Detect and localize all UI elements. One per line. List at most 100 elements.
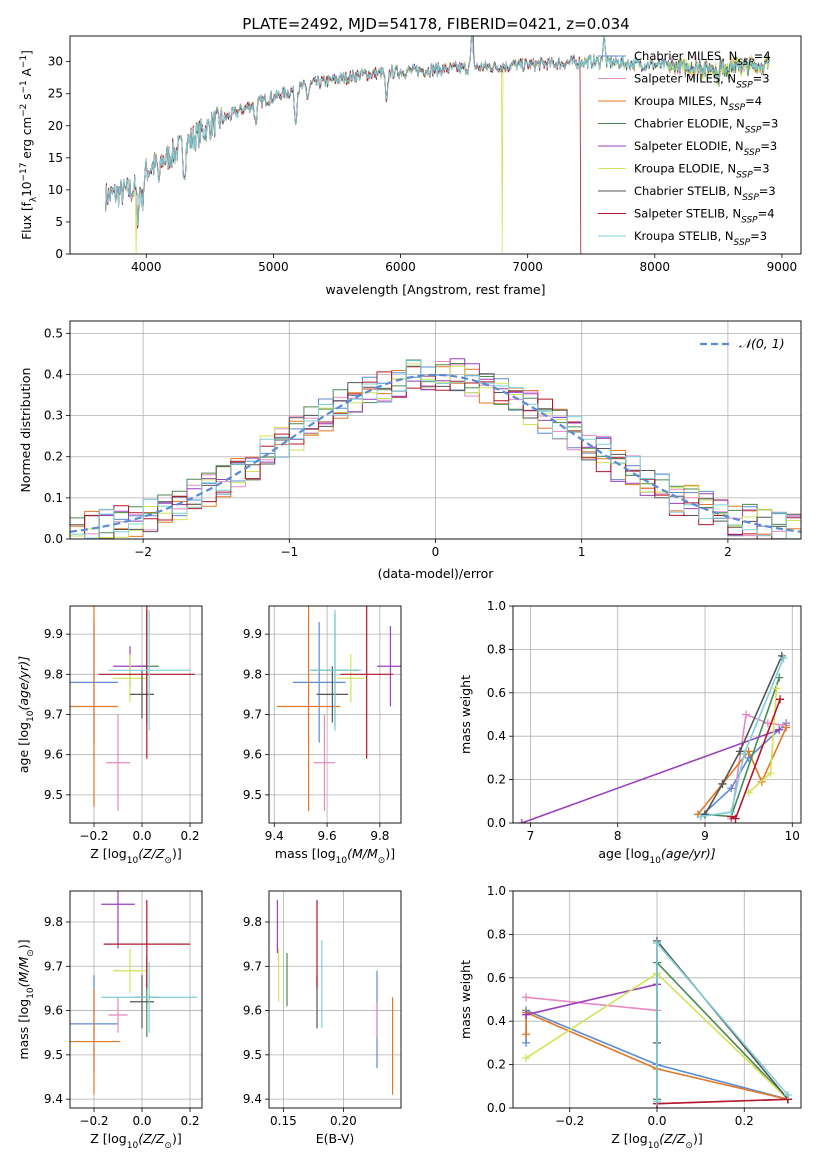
mass-ebv-ytick-label: 9.6	[243, 1004, 262, 1018]
weight-age-marker	[731, 814, 740, 823]
hist-ytick-label: 0.2	[44, 450, 63, 464]
mass-z-ylabel: mass [log10(M/M⊙)]	[16, 939, 36, 1059]
weight-age-marker	[701, 810, 709, 819]
age-z-xlabel: Z [log10(Z/Z⊙)]	[90, 846, 181, 866]
age-z-xlabel-part: )]	[172, 846, 182, 861]
age-z-ytick-label: 9.9	[44, 627, 63, 641]
legend-label-part: Chabrier MILES, N	[634, 49, 737, 63]
legend-label-part: SSP	[742, 193, 759, 203]
mass-z-xlabel-part: )]	[172, 1131, 182, 1146]
mass-z-xlabel-part: (Z/Z	[138, 1131, 165, 1146]
weight-age-line	[730, 713, 787, 819]
mass-z-xlabel-part: ⊙	[164, 1141, 172, 1151]
mass-ebv-plot-area	[276, 899, 394, 1095]
weight-age-ytick-label: 0.6	[487, 686, 506, 700]
age-z-ytick-label: 9.8	[44, 667, 63, 681]
age-z-ytick-label: 9.6	[44, 748, 63, 762]
age-mass-xlabel-part: ⊙	[378, 856, 386, 866]
spectrum-xtick-label: 7000	[512, 260, 543, 274]
age-mass-xtick-label: 9.4	[265, 829, 284, 843]
spectrum-ylabel-part: −2	[19, 104, 29, 117]
age-z-xlabel-part: (Z/Z	[138, 846, 165, 861]
legend-label-part: SSP	[729, 103, 746, 113]
weight-z-line	[656, 960, 789, 1100]
spectrum-ytick-label: 30	[48, 55, 63, 69]
weight-age-xtick-label: 8	[614, 829, 622, 843]
spectrum-ytick-label: 0	[55, 247, 63, 261]
age-mass-panel: 9.4 9.6 9.8 9.5 9.6 9.7 9.8 9.9 mass [log10(M/M⊙…	[243, 605, 402, 866]
weight-z-ytick-label: 0.8	[487, 927, 506, 941]
weight-z-ytick-label: 0.2	[487, 1058, 506, 1072]
weight-age-frame	[512, 605, 802, 824]
weight-age-marker	[779, 654, 788, 663]
spectrum-ylabel-part: −17	[19, 163, 29, 182]
legend-label-part: =3	[750, 229, 767, 243]
spectrum-xtick-label: 5000	[258, 260, 289, 274]
weight-age-line	[521, 728, 780, 823]
weight-age-marker	[776, 695, 785, 704]
weight-age-ytick-label: 0.0	[487, 816, 506, 830]
spectrum-ylabel-part: erg cm	[20, 117, 34, 163]
spectrum-ylabel-part: λ	[29, 196, 39, 202]
hist-xtick-label: −2	[134, 545, 152, 559]
mass-z-ylabel-part: (M/M	[16, 957, 31, 988]
weight-age-ytick-label: 0.8	[487, 642, 506, 656]
legend-label-part: Kroupa STELIB, N	[634, 229, 734, 243]
weight-age-line	[704, 655, 783, 815]
weight-age-marker	[735, 747, 744, 756]
weight-age-ytick-label: 1.0	[487, 599, 506, 613]
legend-label-part: =3	[759, 184, 776, 198]
figure-title: PLATE=2492, MJD=54178, FIBERID=0421, z=0…	[242, 15, 629, 33]
weight-age-marker	[775, 725, 784, 734]
hist-xlabel: (data-model)/error	[378, 566, 495, 581]
weight-z-plot-area	[522, 936, 792, 1108]
weight-z-xtick-label: 0.2	[735, 1114, 754, 1128]
legend-label-part: =3	[761, 117, 778, 131]
age-mass-xlabel-part: (M/M	[347, 846, 378, 861]
legend-label: Chabrier ELODIE, NSSP=3	[634, 117, 778, 136]
age-z-xlabel-part: Z [log	[90, 846, 126, 861]
mass-z-ytick-label: 9.8	[44, 915, 63, 929]
spectrum-ylabel-part: A	[20, 67, 34, 80]
weight-z-xlabel-part: 10	[648, 1141, 660, 1151]
age-mass-xlabel-part: )]	[385, 846, 395, 861]
legend-label-part: SSP	[744, 148, 761, 158]
age-mass-ytick-label: 9.8	[243, 667, 262, 681]
mass-ebv-xtick-label: 0.20	[330, 1114, 357, 1128]
spectrum-ytick-label: 20	[48, 119, 63, 133]
legend-label-part: =3	[753, 72, 770, 86]
legend-label: Salpeter ELODIE, NSSP=3	[634, 139, 777, 158]
spectrum-ylabel-part: −1	[19, 55, 29, 68]
legend-label-part: =3	[760, 139, 777, 153]
weight-age-line	[700, 657, 785, 818]
weight-age-marker	[766, 769, 775, 778]
spectrum-xtick-label: 9000	[767, 260, 798, 274]
spectrum-xtick-label: 4000	[131, 260, 162, 274]
weight-age-line	[748, 688, 778, 794]
weight-age-marker	[775, 673, 784, 682]
spectrum-plot-area	[105, 36, 770, 254]
age-mass-plot-area	[276, 606, 401, 811]
weight-z-line	[656, 1098, 788, 1105]
legend-label-part: Kroupa MILES, N	[634, 94, 729, 108]
hist-ytick-label: 0.0	[44, 532, 63, 546]
age-z-xtick-label: 0.0	[132, 829, 151, 843]
legend-label: Kroupa MILES, NSSP=4	[634, 94, 762, 113]
hist-xtick-label: 2	[724, 545, 732, 559]
hist-series-3	[70, 359, 801, 539]
age-z-ytick-label: 9.5	[44, 788, 63, 802]
hist-xtick-label: 1	[578, 545, 586, 559]
spectrum-panel: 4000 5000 6000 7000 8000 9000 0 5 10 15 20 25 30 Flux…	[19, 35, 802, 297]
normal-reference-curve	[70, 373, 801, 533]
age-z-xtick-label: 0.2	[180, 829, 199, 843]
spectrum-ytick-label: 10	[48, 183, 63, 197]
legend-label-part: Salpeter STELIB, N	[634, 207, 741, 221]
age-z-ytick-label: 9.7	[44, 708, 63, 722]
legend-label-part: SSP	[737, 58, 754, 68]
legend-label-part: =3	[753, 162, 770, 176]
weight-age-xtick-label: 10	[785, 829, 800, 843]
spectrum-ylabel-part: Flux [f	[20, 201, 34, 239]
mass-z-plot-area	[70, 891, 198, 1095]
weight-age-xlabel-part: (age/yr)]	[661, 846, 716, 861]
mass-ebv-ytick-label: 9.7	[243, 959, 262, 973]
